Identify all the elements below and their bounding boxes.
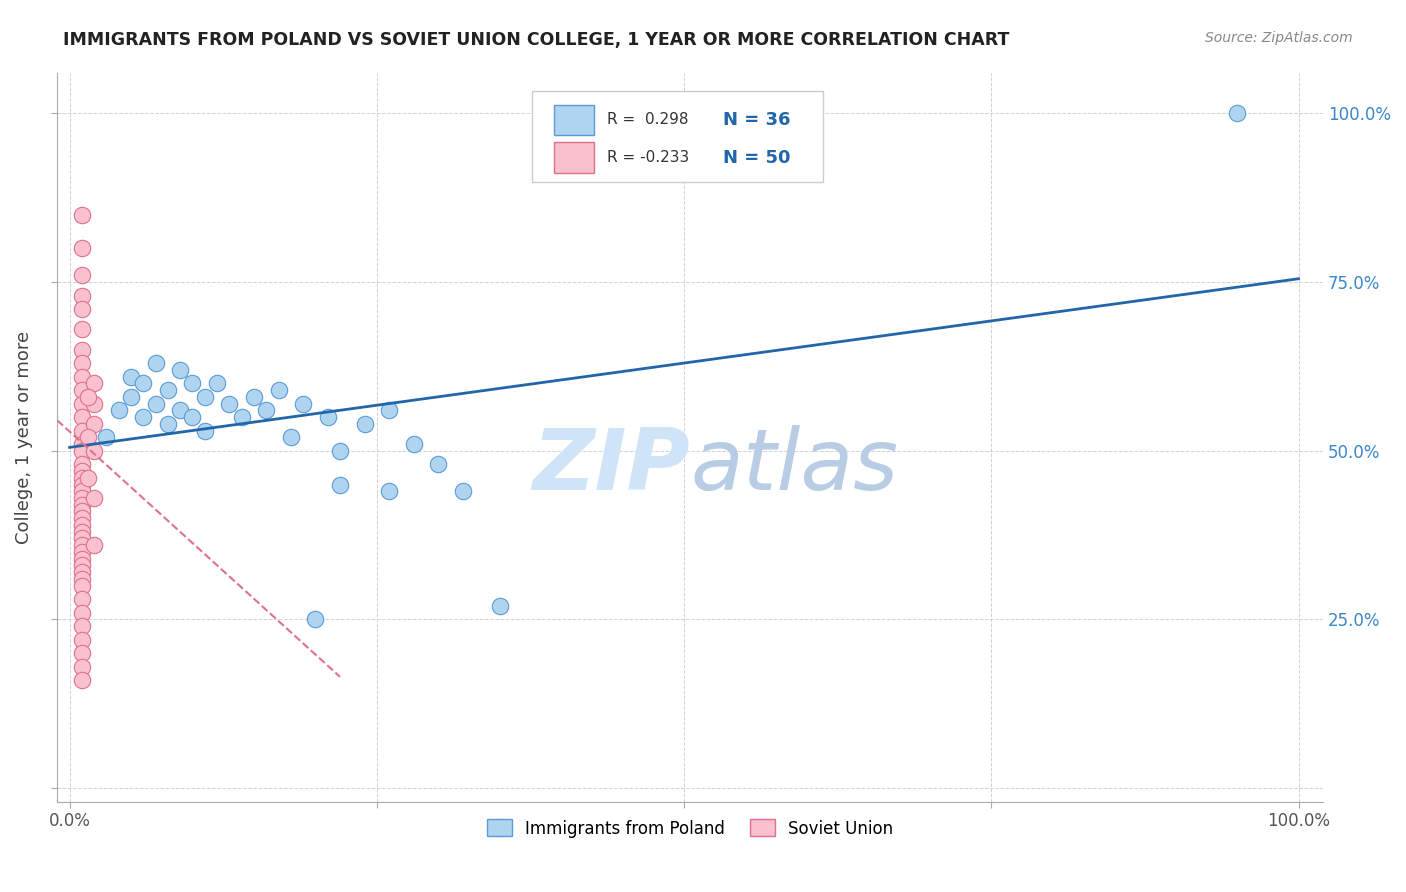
Point (70, 424, 93, 438)
Text: R =  0.298: R = 0.298 (606, 112, 688, 128)
Point (243, 390, 266, 404)
Point (70, 288, 93, 302)
Point (145, 396, 167, 410)
Point (292, 396, 315, 410)
Point (70, 410, 93, 425)
Point (70, 538, 93, 552)
Point (488, 599, 510, 613)
Point (132, 376, 155, 391)
Point (145, 356, 167, 370)
Point (120, 369, 142, 384)
Point (70, 619, 93, 633)
Point (70, 524, 93, 539)
Point (83, 417, 105, 431)
Point (70, 532, 93, 546)
Point (1226, 106, 1249, 120)
Point (120, 390, 142, 404)
Point (70, 565, 93, 579)
Point (83, 396, 105, 410)
FancyBboxPatch shape (531, 91, 823, 182)
Point (329, 477, 352, 491)
Point (267, 383, 290, 397)
Point (70, 579, 93, 593)
Point (280, 430, 302, 444)
Text: N = 50: N = 50 (723, 149, 790, 167)
Text: atlas: atlas (690, 425, 898, 508)
Point (70, 518, 93, 533)
Point (70, 511, 93, 525)
Point (316, 410, 339, 425)
Point (70, 484, 93, 499)
Point (83, 376, 105, 391)
Point (132, 410, 155, 425)
Text: ZIP: ZIP (533, 425, 690, 508)
Point (70, 302, 93, 317)
Text: IMMIGRANTS FROM POLAND VS SOVIET UNION COLLEGE, 1 YEAR OR MORE CORRELATION CHART: IMMIGRANTS FROM POLAND VS SOVIET UNION C… (63, 31, 1010, 49)
Text: N = 36: N = 36 (723, 111, 790, 129)
Point (70, 551, 93, 566)
Text: R = -0.233: R = -0.233 (606, 150, 689, 165)
Point (70, 356, 93, 370)
Point (70, 673, 93, 687)
Point (70, 268, 93, 283)
Point (70, 471, 93, 485)
Point (83, 538, 105, 552)
Point (70, 498, 93, 512)
Point (70, 558, 93, 573)
Point (304, 612, 326, 626)
Point (169, 403, 191, 417)
Point (70, 504, 93, 518)
Point (181, 410, 204, 425)
Point (378, 484, 401, 499)
Point (156, 417, 179, 431)
Point (451, 484, 474, 499)
Point (156, 383, 179, 397)
Point (70, 457, 93, 471)
Legend: Immigrants from Poland, Soviet Union: Immigrants from Poland, Soviet Union (481, 813, 900, 844)
Point (194, 424, 217, 438)
Point (353, 417, 375, 431)
Point (194, 390, 217, 404)
Point (169, 363, 191, 377)
Point (70, 491, 93, 505)
Point (70, 383, 93, 397)
Point (378, 403, 401, 417)
FancyBboxPatch shape (554, 143, 593, 173)
Point (427, 457, 450, 471)
Point (83, 443, 105, 458)
Point (70, 464, 93, 478)
Point (70, 545, 93, 559)
Point (70, 443, 93, 458)
Point (70, 592, 93, 607)
Point (96, 430, 118, 444)
Y-axis label: College, 1 year or more: College, 1 year or more (15, 331, 32, 544)
FancyBboxPatch shape (554, 104, 593, 136)
Point (329, 443, 352, 458)
Point (70, 322, 93, 336)
Point (70, 572, 93, 586)
Point (70, 369, 93, 384)
Point (70, 632, 93, 647)
Point (231, 410, 253, 425)
Point (107, 403, 129, 417)
Point (70, 241, 93, 255)
Point (70, 646, 93, 660)
Point (402, 437, 425, 451)
Point (77, 430, 100, 444)
Point (77, 471, 100, 485)
Point (70, 208, 93, 222)
Point (254, 403, 277, 417)
Point (70, 343, 93, 357)
Point (70, 606, 93, 620)
Point (70, 396, 93, 410)
Text: Source: ZipAtlas.com: Source: ZipAtlas.com (1205, 31, 1353, 45)
Point (70, 659, 93, 673)
Point (205, 376, 228, 391)
Point (181, 376, 204, 391)
Point (70, 437, 93, 451)
Point (83, 491, 105, 505)
Point (70, 477, 93, 491)
Point (77, 390, 100, 404)
Point (218, 396, 240, 410)
